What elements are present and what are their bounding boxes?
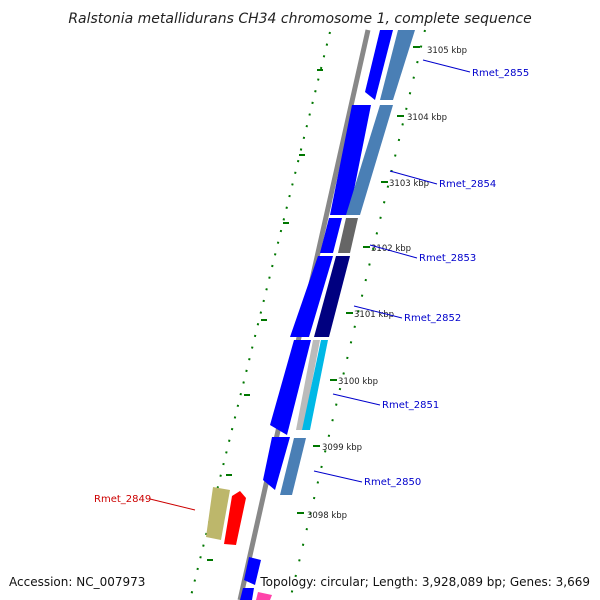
feature-khaki xyxy=(206,487,230,540)
tick-label: 3101 kbp xyxy=(354,310,394,320)
gene-label-rmet-2851[interactable]: Rmet_2851 xyxy=(382,400,439,411)
gene-label-rmet-2849[interactable]: Rmet_2849 xyxy=(94,494,151,505)
tick-label: 3103 kbp xyxy=(389,179,429,189)
tick-label: 3099 kbp xyxy=(322,443,362,453)
feature-navy xyxy=(314,256,350,337)
feature-cyan xyxy=(302,340,328,430)
gene-label-rmet-2855[interactable]: Rmet_2855 xyxy=(472,68,529,79)
cds-arrow xyxy=(365,30,393,100)
cds-arrow xyxy=(240,588,254,600)
gene-label-rmet-2854[interactable]: Rmet_2854 xyxy=(439,179,496,190)
cds-arrow xyxy=(330,105,371,215)
forward-cds-group xyxy=(240,30,393,600)
feature-steelblue xyxy=(280,438,306,495)
cds-arrow xyxy=(270,340,311,435)
feature-steelblue xyxy=(380,30,415,100)
feature-gray xyxy=(338,218,358,253)
feature-group xyxy=(206,30,415,600)
accession-text: Accession: NC_007973 xyxy=(9,575,145,589)
feature-magenta xyxy=(256,592,272,600)
gene-label-rmet-2850[interactable]: Rmet_2850 xyxy=(364,477,421,488)
gene-label-rmet-2853[interactable]: Rmet_2853 xyxy=(419,253,476,264)
tick-label: 3104 kbp xyxy=(407,113,447,123)
outer-track-dashes xyxy=(207,69,323,561)
cds-arrow xyxy=(290,256,333,337)
outer-dotted-track xyxy=(189,31,331,600)
inner-dotted-track xyxy=(289,29,426,600)
feature-lightgray xyxy=(296,340,320,430)
gene-leader-lines xyxy=(149,59,471,511)
feature-red xyxy=(224,491,246,545)
tick-label: 3100 kbp xyxy=(338,377,378,387)
map-title: Ralstonia metallidurans CH34 chromosome … xyxy=(68,11,531,27)
cds-arrow xyxy=(244,557,261,585)
cds-arrow xyxy=(320,218,342,253)
cds-arrow xyxy=(263,437,290,490)
tick-label: 3098 kbp xyxy=(307,511,347,521)
tick-label: 3105 kbp xyxy=(427,46,467,56)
summary-text: Topology: circular; Length: 3,928,089 bp… xyxy=(259,575,590,589)
kbp-ticks xyxy=(297,46,420,514)
gene-label-rmet-2852[interactable]: Rmet_2852 xyxy=(404,313,461,324)
feature-steelblue xyxy=(346,105,393,215)
tick-label: 3102 kbp xyxy=(371,244,411,254)
